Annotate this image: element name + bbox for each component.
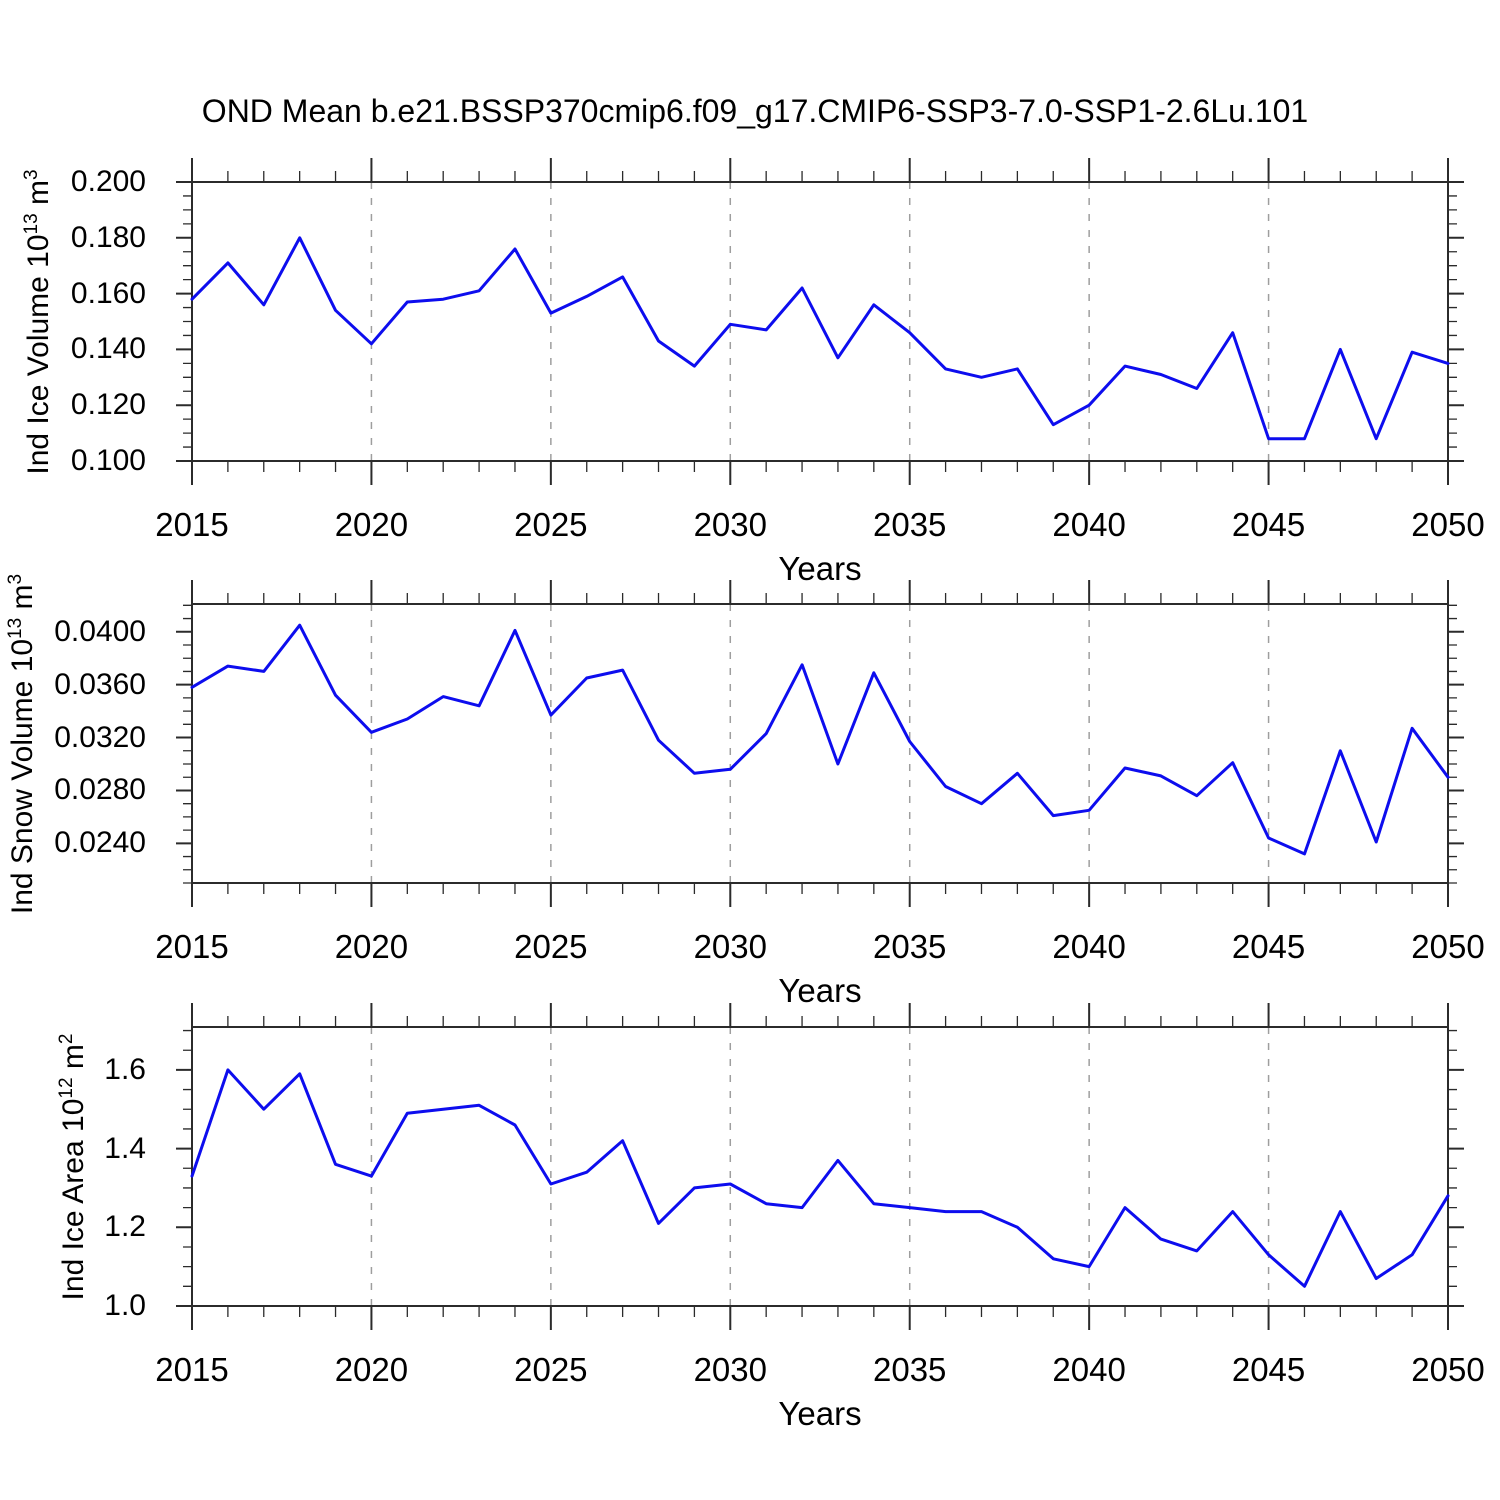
y-axis-title-text: Ind Ice Volume 10	[22, 233, 55, 475]
x-tick-label: 2015	[155, 506, 229, 543]
line-series	[190, 1068, 1450, 1288]
y-tick-label: 0.0360	[54, 667, 146, 701]
x-tick-label: 2035	[872, 506, 947, 543]
y-tick-label: 1.0	[104, 1289, 146, 1322]
y-tick-label: 0.0240	[54, 826, 146, 860]
x-tick-label: 2045	[1231, 1351, 1306, 1388]
y-axis-title-unit-exponent: 3	[21, 168, 42, 180]
line-series	[190, 623, 1450, 856]
x-tick-label: 2050	[1411, 928, 1485, 965]
y-axis-title: Ind Ice Area 1012 m2	[50, 957, 90, 1377]
y-tick-label: 0.100	[70, 444, 146, 477]
major-ticks	[176, 158, 1464, 485]
y-tick-label: 0.200	[70, 165, 146, 198]
x-tick-label: 2020	[334, 506, 409, 543]
y-tick-label: 0.120	[70, 388, 146, 422]
x-tick-label: 2030	[693, 1351, 767, 1388]
y-axis-title-exponent: 13	[21, 212, 42, 234]
x-axis-title: Years	[778, 1395, 862, 1432]
y-tick-label: 0.0280	[54, 773, 146, 807]
y-axis-title-unit: m	[6, 583, 39, 618]
x-axis-title: Years	[778, 972, 862, 1009]
plot-box	[191, 1026, 1449, 1307]
line-series	[190, 236, 1450, 441]
major-ticks	[176, 580, 1464, 907]
y-axis-title-text: Ind Snow Volume 10	[6, 638, 39, 914]
x-tick-label: 2030	[693, 928, 767, 965]
x-tick-label: 2045	[1231, 928, 1306, 965]
minor-ticks	[183, 171, 1457, 472]
minor-ticks	[183, 1016, 1457, 1317]
x-tick-label: 2020	[334, 928, 409, 965]
x-tick-label: 2040	[1052, 1351, 1126, 1388]
y-tick-label: 0.180	[70, 220, 146, 254]
x-tick-label: 2025	[514, 506, 588, 543]
y-tick-label: 0.160	[70, 276, 146, 310]
y-axis-title-unit-exponent: 3	[5, 573, 26, 584]
y-axis-title-text: Ind Ice Area 10	[57, 1098, 90, 1300]
x-tick-label: 2035	[872, 928, 947, 965]
y-tick-label: 0.140	[70, 332, 146, 366]
page-title: OND Mean b.e21.BSSP370cmip6.f09_g17.CMIP…	[201, 93, 1309, 129]
y-axis-title-exponent: 13	[5, 617, 26, 639]
x-tick-label: 2015	[155, 1351, 229, 1388]
x-tick-label: 2045	[1231, 506, 1306, 543]
y-axis-title-exponent: 12	[56, 1076, 77, 1099]
x-tick-label: 2035	[872, 1351, 947, 1388]
x-tick-label: 2050	[1411, 1351, 1485, 1388]
y-axis-title-unit: m	[22, 179, 55, 213]
y-tick-label: 0.0320	[54, 720, 146, 754]
x-tick-label: 2015	[155, 928, 229, 965]
plot-box	[191, 181, 1449, 462]
y-axis-title: Ind Ice Volume 1013 m3	[15, 112, 55, 532]
x-tick-label: 2040	[1052, 928, 1126, 965]
y-tick-label: 1.2	[104, 1210, 146, 1244]
y-axis-title-unit-exponent: 2	[56, 1033, 77, 1044]
y-tick-label: 1.6	[104, 1052, 146, 1086]
x-tick-label: 2050	[1411, 506, 1485, 543]
y-tick-label: 0.0400	[54, 614, 146, 648]
x-tick-label: 2025	[514, 928, 588, 965]
x-axis-title: Years	[778, 550, 862, 587]
plot-box	[191, 603, 1449, 884]
y-axis-title: Ind Snow Volume 1013 m3	[0, 534, 39, 954]
x-tick-label: 2030	[693, 506, 767, 543]
x-tick-label: 2040	[1052, 506, 1126, 543]
major-ticks	[176, 1003, 1464, 1330]
x-tick-label: 2025	[514, 1351, 588, 1388]
minor-ticks	[183, 593, 1457, 894]
y-axis-title-unit: m	[57, 1043, 90, 1077]
y-tick-label: 1.4	[104, 1131, 146, 1165]
x-tick-label: 2020	[334, 1351, 409, 1388]
